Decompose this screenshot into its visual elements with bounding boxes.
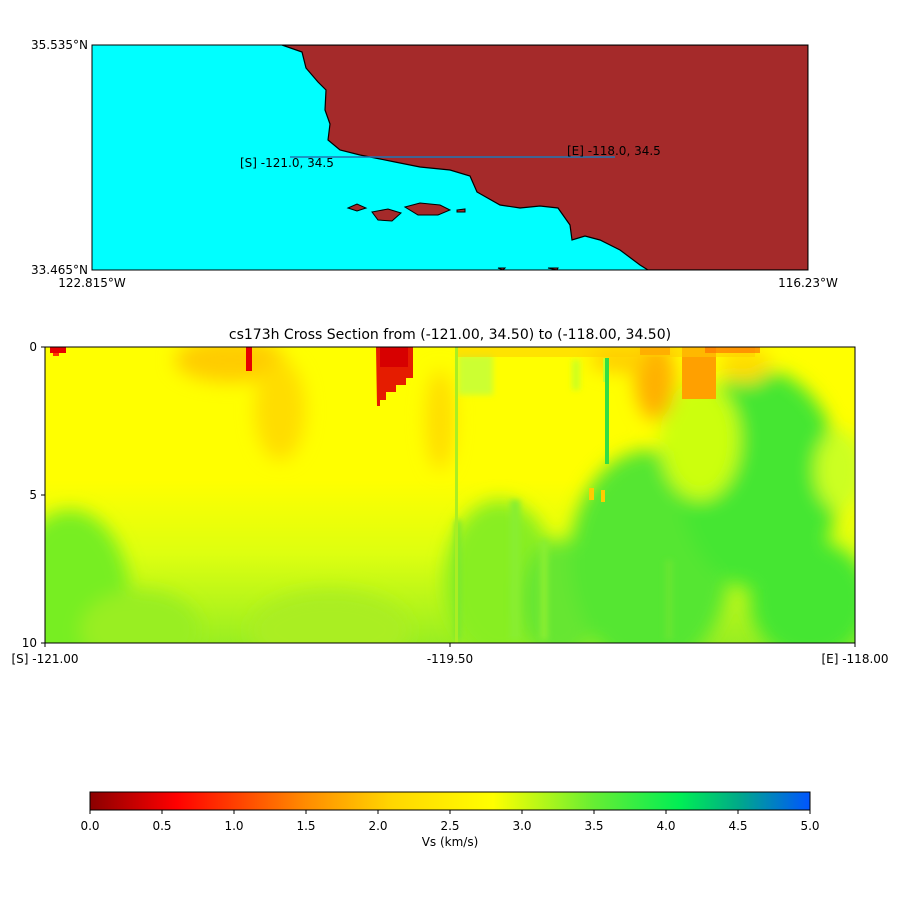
colorbar-label: Vs (km/s) xyxy=(422,835,479,849)
colorbar-tick-label: 0.5 xyxy=(152,819,171,833)
lat-top-label: 35.535°N xyxy=(31,38,88,52)
colorbar-gradient xyxy=(89,791,811,811)
heatmap-image xyxy=(45,347,855,643)
y-tick-label: 10 xyxy=(22,636,37,650)
colorbar-tick-label: 4.0 xyxy=(656,819,675,833)
colorbar-tick-label: 5.0 xyxy=(800,819,819,833)
lon-right-label: 116.23°W xyxy=(778,276,838,290)
colorbar-tick-label: 1.5 xyxy=(296,819,315,833)
channel-islands xyxy=(346,202,559,270)
map-panel: [S] -121.0, 34.5 [E] -118.0, 34.5 35.535… xyxy=(31,38,838,290)
end-point-label: [E] -118.0, 34.5 xyxy=(567,144,661,158)
y-tick-label: 5 xyxy=(29,488,37,502)
map-frame xyxy=(91,44,809,271)
colorbar-tick-label: 2.0 xyxy=(368,819,387,833)
x-tick-label: [E] -118.00 xyxy=(821,652,888,666)
cross-section-chart: cs173h Cross Section from (-121.00, 34.5… xyxy=(11,327,888,666)
colorbar-tick-label: 2.5 xyxy=(440,819,459,833)
colorbar-ticks: 0.0 0.5 1.0 1.5 2.0 2.5 3.0 3.5 4.0 4.5 5.0 xyxy=(80,810,820,833)
x-tick-label: -119.50 xyxy=(427,652,473,666)
colorbar-tick-label: 1.0 xyxy=(224,819,243,833)
start-point-label: [S] -121.0, 34.5 xyxy=(240,156,334,170)
colorbar-tick-label: 3.0 xyxy=(512,819,531,833)
cross-section-axes: [S] -121.00 -119.50 [E] -118.00 0 5 10 xyxy=(11,340,888,666)
x-tick-label: [S] -121.00 xyxy=(11,652,78,666)
y-tick-label: 0 xyxy=(29,340,37,354)
colorbar-tick-label: 3.5 xyxy=(584,819,603,833)
lat-bottom-label: 33.465°N xyxy=(31,263,88,277)
colorbar-tick-label: 4.5 xyxy=(728,819,747,833)
lon-left-label: 122.815°W xyxy=(58,276,126,290)
chart-title: cs173h Cross Section from (-121.00, 34.5… xyxy=(229,327,671,343)
colorbar: 0.0 0.5 1.0 1.5 2.0 2.5 3.0 3.5 4.0 4.5 5.0 Vs (km… xyxy=(80,791,820,849)
colorbar-tick-label: 0.0 xyxy=(80,819,99,833)
